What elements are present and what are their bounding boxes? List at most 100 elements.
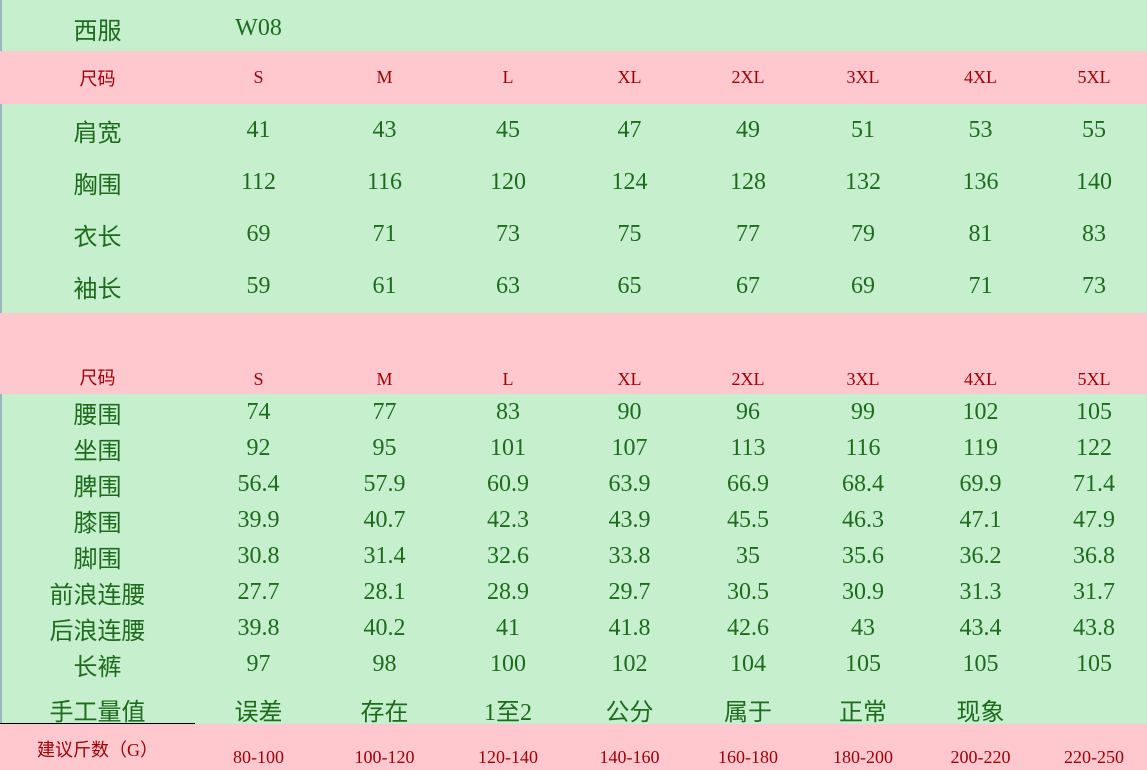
row-label: 长裤 (73, 654, 122, 681)
cell: 30.9 (842, 578, 884, 605)
cell: 28.9 (487, 578, 529, 605)
cell: 63.9 (608, 470, 651, 497)
cell: 67 (736, 273, 760, 300)
cell: XL (617, 369, 642, 389)
row-label: 前浪连腰 (49, 582, 146, 609)
cell: 69.9 (959, 470, 1002, 497)
cell: 41 (246, 116, 271, 143)
garment-type: 西服 (73, 18, 122, 45)
table-row: 后浪连腰 39.8 40.2 41 41.8 42.6 43 43.4 43.8 (0, 610, 1147, 646)
cell: 77 (372, 398, 397, 425)
cell: 120 (490, 168, 526, 195)
row-label: 腰围 (73, 402, 122, 429)
cell: 5XL (1077, 369, 1111, 389)
cell: 1至2 (484, 699, 532, 726)
table-row: 肩宽 41 43 45 47 49 51 53 55 (0, 104, 1147, 156)
cell: 公分 (605, 699, 654, 726)
weight-row: 建议斤数（G） 80-100 100-120 120-140 140-160 160-18… (0, 724, 1147, 770)
cell: 4XL (964, 67, 997, 87)
row-label: 肩宽 (73, 120, 122, 147)
cell: 112 (240, 168, 277, 195)
cell: 57.9 (363, 470, 406, 497)
note-row: 手工量值 误差 存在 1至2 公分 属于 正常 现象 (0, 688, 1147, 730)
table-row: 脾围 56.4 57.9 60.9 63.9 66.9 68.4 69.9 71.4 (0, 466, 1147, 502)
cell: 74 (246, 398, 271, 425)
table-row: 坐围 92 95 101 107 113 116 119 122 (0, 430, 1147, 466)
cell: 47.9 (1073, 506, 1115, 533)
cell: 100-120 (354, 747, 415, 767)
cell: 33.8 (608, 542, 651, 569)
size-header-row: 尺码 S M L XL 2XL 3XL 4XL 5XL (0, 51, 1147, 104)
cell: 119 (962, 434, 999, 461)
cell: 96 (736, 398, 760, 425)
cell: 53 (968, 116, 993, 143)
cell: 99 (851, 398, 875, 425)
cell: 71 (372, 221, 397, 247)
cell: 140-160 (599, 747, 660, 767)
cell: 200-220 (950, 747, 1011, 767)
cell-border (0, 723, 195, 724)
cell: 误差 (234, 699, 283, 726)
cell: 132 (845, 168, 881, 195)
cell: 69 (246, 221, 271, 247)
row-label: 袖长 (73, 277, 122, 304)
cell: XL (617, 67, 642, 87)
row-label: 膝围 (73, 510, 122, 537)
row-label: 脚围 (73, 546, 122, 573)
cell: 31.3 (959, 578, 1002, 605)
cell: 77 (736, 221, 760, 247)
cell: 73 (1082, 273, 1106, 300)
cell: 30.5 (727, 578, 769, 605)
cell: 116 (366, 168, 403, 195)
cell: 28.1 (363, 578, 406, 605)
cell: 83 (496, 398, 520, 425)
cell: 116 (845, 434, 881, 461)
cell: 113 (730, 434, 766, 461)
cell: 66.9 (727, 470, 769, 497)
cell: 60.9 (487, 470, 529, 497)
table-row: 脚围 30.8 31.4 32.6 33.8 35 35.6 36.2 36.8 (0, 538, 1147, 574)
cell: 47.1 (959, 506, 1002, 533)
cell: 71.4 (1073, 470, 1115, 497)
cell: 31.4 (363, 542, 406, 569)
row-label: 尺码 (79, 368, 116, 388)
cell: 102 (611, 650, 648, 677)
cell: 40.2 (363, 614, 406, 641)
cell: 65 (617, 273, 642, 300)
cell: 43 (851, 614, 875, 641)
cell: 104 (730, 650, 766, 677)
cell: 39.9 (237, 506, 280, 533)
cell: 128 (730, 168, 766, 195)
cell: 92 (246, 434, 271, 461)
cell: 105 (1076, 650, 1112, 677)
cell: S (253, 369, 264, 389)
row-label: 后浪连腰 (49, 618, 146, 645)
cell: 68.4 (842, 470, 884, 497)
cell: L (502, 369, 514, 389)
row-label: 衣长 (73, 225, 122, 251)
cell: 41 (496, 614, 520, 641)
cell: 35.6 (842, 542, 884, 569)
cell: 32.6 (487, 542, 529, 569)
cell: 105 (845, 650, 881, 677)
cell: 75 (617, 221, 642, 247)
cell: 49 (736, 116, 760, 143)
cell: 43.8 (1073, 614, 1115, 641)
cell: 101 (490, 434, 526, 461)
cell: 107 (611, 434, 648, 461)
cell: 36.2 (959, 542, 1002, 569)
cell: 63 (496, 273, 520, 300)
cell: 2XL (731, 369, 765, 389)
size-header-row: 尺码 S M L XL 2XL 3XL 4XL 5XL (0, 313, 1147, 394)
cell: 43.9 (608, 506, 651, 533)
table-row: 长裤 97 98 100 102 104 105 105 105 (0, 646, 1147, 682)
cell: 46.3 (842, 506, 884, 533)
table-row: 腰围 74 77 83 90 96 99 102 105 (0, 394, 1147, 430)
cell: 73 (496, 221, 520, 247)
cell: 97 (246, 650, 271, 677)
cell: 47 (617, 116, 642, 143)
cell: 存在 (360, 699, 409, 726)
cell: 40.7 (363, 506, 406, 533)
cell: 80-100 (233, 747, 284, 767)
cell: 95 (372, 434, 397, 461)
